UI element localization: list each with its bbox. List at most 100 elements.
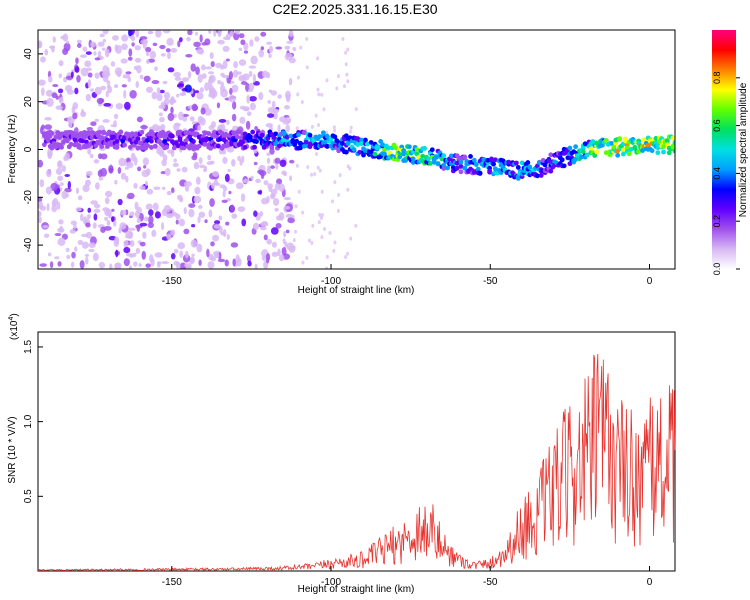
noise-cell	[147, 222, 154, 229]
noise-cell	[187, 70, 192, 79]
noise-cell	[54, 233, 62, 237]
ridge-cell	[489, 157, 494, 163]
ridge-cell	[406, 144, 412, 150]
noise-cell	[179, 250, 184, 258]
noise-cell	[205, 66, 212, 70]
noise-cell	[316, 87, 320, 92]
noise-cell	[172, 162, 179, 168]
noise-cell	[74, 246, 78, 252]
noise-cell	[79, 260, 85, 269]
noise-cell	[218, 215, 223, 221]
noise-cell	[238, 59, 247, 66]
noise-cell	[175, 219, 179, 225]
noise-cell	[146, 59, 150, 65]
noise-cell	[197, 115, 204, 124]
noise-cell	[235, 182, 244, 190]
ridge-cell	[147, 135, 152, 140]
noise-cell	[177, 242, 186, 250]
noise-cell	[115, 102, 124, 110]
ridge-cell	[580, 149, 586, 155]
ridge-cell	[454, 165, 460, 171]
x-tick-label: -150	[162, 577, 182, 588]
ridge-cell	[655, 145, 661, 151]
noise-cell	[248, 65, 257, 69]
snr-x-ticks: -150 -100 -50 0	[162, 566, 653, 588]
noise-cell	[348, 129, 352, 134]
noise-cell	[123, 246, 131, 254]
noise-cell	[165, 213, 174, 219]
noise-cell	[196, 243, 203, 253]
noise-cell	[100, 153, 108, 160]
noise-cell	[306, 165, 310, 170]
noise-cell	[346, 79, 350, 84]
noise-cell	[38, 40, 42, 49]
noise-cell	[277, 94, 282, 99]
noise-cell	[154, 252, 163, 258]
noise-cell	[81, 241, 89, 249]
ridge-cell	[571, 149, 577, 155]
noise-cell	[57, 261, 62, 267]
noise-cell	[204, 82, 210, 91]
noise-cell	[88, 248, 95, 253]
noise-cell	[156, 93, 163, 102]
ridge-cell	[559, 157, 565, 163]
noise-cell	[249, 102, 256, 111]
noise-cell	[275, 163, 279, 170]
noise-cell	[266, 152, 271, 156]
ridge-cell	[435, 161, 441, 166]
ridge-cell	[202, 131, 208, 136]
noise-cell	[305, 36, 309, 41]
ridge-cell	[456, 155, 462, 161]
spectrogram-y-ticks: -40 -20 0 20 40	[23, 48, 43, 252]
noise-cell	[354, 223, 358, 228]
noise-cell	[266, 165, 272, 175]
noise-cell	[295, 163, 299, 168]
noise-cell	[318, 168, 322, 173]
noise-cell	[236, 71, 242, 75]
noise-cell	[325, 78, 329, 83]
ridge-cell	[357, 149, 363, 155]
noise-cell	[55, 184, 60, 189]
noise-cell	[213, 179, 219, 185]
ridge-cell	[196, 143, 202, 149]
noise-cell	[114, 236, 120, 244]
noise-cell	[249, 39, 254, 47]
noise-cell	[44, 49, 49, 56]
ridge-cell	[137, 140, 143, 146]
colorbar: 0.0 0.2 0.4 0.6 0.8 Normalized spectral ampl…	[712, 30, 749, 275]
noise-cell	[86, 127, 94, 131]
noise-cell	[43, 233, 50, 238]
noise-cell	[143, 165, 147, 169]
ridge-cell	[584, 152, 590, 158]
noise-cell	[77, 195, 83, 201]
noise-cell	[50, 182, 58, 192]
noise-cell	[217, 79, 222, 85]
noise-cell	[191, 253, 195, 257]
noise-cell	[214, 252, 220, 259]
noise-cell	[140, 124, 148, 130]
noise-cell	[117, 198, 123, 206]
noise-cell	[123, 101, 131, 110]
noise-cell	[117, 167, 122, 174]
noise-cell	[310, 241, 314, 246]
noise-cell	[69, 229, 76, 234]
noise-cell	[75, 57, 79, 65]
noise-cell	[87, 147, 92, 155]
noise-cell	[317, 122, 321, 127]
ridge-cell	[462, 165, 468, 171]
ridge-cell	[628, 146, 634, 152]
noise-cell	[85, 222, 91, 228]
noise-cell	[48, 75, 53, 83]
noise-cell	[241, 155, 245, 163]
noise-cell	[344, 62, 348, 67]
noise-cell	[161, 186, 166, 191]
noise-cell	[118, 157, 126, 167]
noise-cell	[278, 183, 285, 192]
noise-cell	[242, 178, 249, 184]
noise-cell	[190, 239, 198, 248]
noise-cell	[57, 160, 63, 169]
noise-cell	[254, 126, 259, 131]
noise-cell	[163, 91, 171, 100]
noise-cell	[137, 166, 142, 172]
